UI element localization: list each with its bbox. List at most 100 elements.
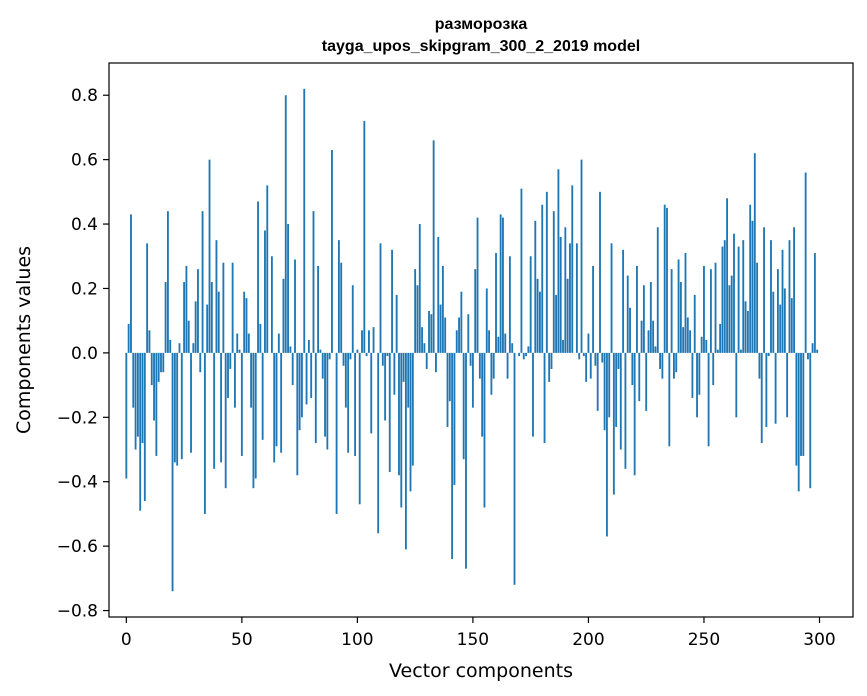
bar — [689, 330, 692, 353]
bar — [527, 346, 530, 353]
bar — [566, 278, 569, 353]
bar — [608, 352, 611, 418]
bar — [187, 320, 190, 353]
bar — [347, 352, 350, 453]
bar — [365, 352, 368, 357]
bar — [206, 304, 209, 353]
bar — [132, 352, 135, 408]
bar — [162, 352, 165, 373]
bar — [143, 352, 146, 502]
bar — [435, 352, 437, 373]
bar — [728, 285, 731, 353]
bar — [686, 317, 689, 353]
bar — [753, 153, 756, 353]
bar — [361, 330, 363, 353]
bar — [774, 352, 777, 424]
bar — [130, 214, 132, 353]
bar — [379, 243, 382, 353]
bar — [301, 352, 303, 418]
bar — [381, 352, 384, 366]
bar — [633, 352, 636, 476]
y-tick-label: −0.6 — [57, 537, 98, 557]
bar — [603, 352, 606, 431]
bar — [444, 317, 447, 353]
x-axis: 0 50 100 150 200 250 300 — [121, 617, 836, 650]
bar — [358, 352, 361, 505]
bar — [543, 352, 546, 444]
bar — [679, 282, 682, 353]
bar — [277, 333, 280, 353]
bar — [788, 240, 791, 353]
bar — [559, 236, 562, 353]
bar — [719, 323, 722, 353]
bar — [384, 352, 387, 421]
bar — [811, 343, 814, 353]
bar — [247, 333, 250, 353]
bar — [231, 262, 234, 353]
bar — [185, 265, 188, 353]
bar — [134, 352, 137, 450]
bar — [610, 243, 613, 353]
bar — [254, 352, 257, 479]
bar — [571, 185, 574, 353]
bar — [307, 340, 310, 353]
bar — [173, 352, 176, 463]
bar — [416, 285, 419, 353]
bar — [275, 352, 278, 447]
bar — [411, 352, 414, 466]
bar — [451, 352, 454, 560]
bar — [622, 249, 625, 353]
bar — [615, 352, 618, 427]
bar — [291, 352, 294, 386]
bar — [714, 262, 717, 353]
bar — [536, 278, 539, 353]
bar — [712, 352, 715, 386]
bar — [319, 349, 322, 353]
bar — [266, 185, 269, 353]
bar — [807, 352, 809, 360]
bar — [636, 265, 638, 353]
bar — [532, 352, 534, 437]
bar — [354, 352, 356, 456]
bar — [513, 352, 516, 585]
bar — [703, 265, 705, 353]
bar — [153, 352, 155, 421]
x-axis-label: Vector components — [389, 660, 573, 682]
bar — [467, 314, 470, 353]
bar — [398, 352, 400, 476]
bar — [280, 352, 283, 453]
bar — [749, 204, 752, 353]
x-tick-label: 300 — [803, 630, 835, 650]
bar — [786, 352, 789, 418]
bar — [654, 346, 657, 353]
bar — [666, 207, 668, 353]
bar — [312, 211, 315, 353]
bar — [377, 352, 380, 534]
bar — [800, 352, 802, 456]
bar — [476, 217, 479, 353]
bar — [404, 352, 407, 550]
bar — [677, 259, 680, 353]
bar — [529, 256, 532, 353]
bar — [169, 340, 172, 353]
bar — [178, 343, 181, 353]
bar — [606, 352, 608, 537]
bar — [141, 352, 144, 444]
bar — [455, 330, 458, 353]
bar — [693, 294, 696, 353]
bar — [164, 282, 167, 353]
bar — [765, 352, 768, 427]
bar — [682, 327, 685, 353]
x-tick-label: 100 — [341, 630, 373, 650]
bar — [816, 349, 819, 353]
bar — [363, 120, 366, 353]
bar — [492, 352, 495, 379]
bar — [321, 352, 324, 379]
bar — [483, 352, 486, 508]
bar — [580, 159, 583, 353]
bar — [139, 352, 142, 511]
bar — [640, 320, 643, 353]
bar — [257, 201, 259, 353]
bar — [485, 288, 488, 353]
bar — [638, 352, 641, 402]
